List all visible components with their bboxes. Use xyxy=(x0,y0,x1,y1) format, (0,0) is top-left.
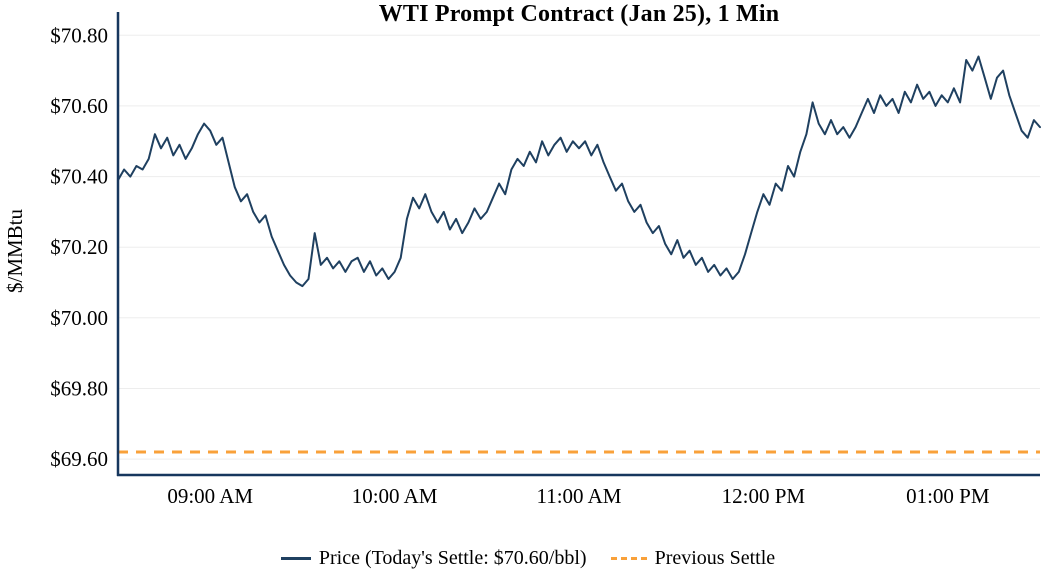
x-tick-label: 12:00 PM xyxy=(722,484,806,508)
legend: Price (Today's Settle: $70.60/bbl) Previ… xyxy=(0,547,1056,570)
y-tick-label: $70.80 xyxy=(50,23,108,47)
x-tick-label: 10:00 AM xyxy=(352,484,438,508)
y-tick-label: $70.00 xyxy=(50,306,108,330)
y-tick-label: $70.20 xyxy=(50,235,108,259)
legend-price-label: Price (Today's Settle: $70.60/bbl) xyxy=(318,547,587,569)
legend-previous-settle-label: Previous Settle xyxy=(654,547,776,569)
y-tick-label: $70.40 xyxy=(50,165,108,189)
chart-title: WTI Prompt Contract (Jan 25), 1 Min xyxy=(378,1,780,27)
x-tick-label: 09:00 AM xyxy=(167,484,253,508)
y-tick-label: $69.80 xyxy=(50,377,108,401)
y-tick-label: $70.60 xyxy=(50,94,108,118)
x-tick-label: 01:00 PM xyxy=(906,484,990,508)
previous-settle-swatch xyxy=(610,557,647,560)
x-tick-label: 11:00 AM xyxy=(537,484,622,508)
price-line xyxy=(117,55,1041,288)
price-line-swatch xyxy=(280,557,311,560)
y-tick-label: $69.60 xyxy=(50,447,108,471)
